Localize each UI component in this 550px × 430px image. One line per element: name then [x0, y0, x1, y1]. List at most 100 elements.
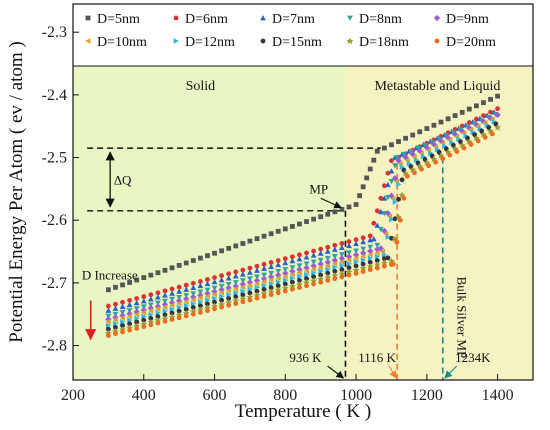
data-point-d15nm: [297, 278, 302, 283]
data-point-d8nm: [303, 261, 310, 267]
data-point-d6nm: [197, 278, 203, 284]
data-point-d5nm: [495, 93, 501, 99]
data-point-d20nm: [127, 327, 133, 333]
data-point-d15nm: [486, 125, 492, 130]
legend-entry: D=10nm: [97, 35, 147, 50]
data-point-d9nm: [324, 259, 331, 266]
data-point-d15nm: [360, 261, 366, 267]
data-point-d20nm: [447, 152, 453, 158]
data-point-d10nm: [225, 288, 232, 294]
legend-entry: D=12nm: [185, 35, 235, 50]
data-point-d5nm: [247, 238, 253, 244]
data-point-d9nm: [377, 245, 384, 252]
data-point-d12nm: [261, 282, 267, 289]
data-point-d20nm: [381, 263, 387, 269]
legend-marker: [347, 15, 353, 21]
data-point-d20nm: [311, 281, 317, 287]
data-point-d5nm: [162, 267, 168, 273]
data-point-d20nm: [105, 333, 111, 338]
data-point-d12nm: [282, 277, 289, 283]
data-point-d5nm: [183, 260, 189, 266]
data-point-d6nm: [120, 299, 125, 305]
region-liquid: [345, 66, 533, 380]
data-point-d15nm: [385, 255, 391, 261]
data-point-d5nm: [155, 270, 161, 276]
data-point-d15nm: [275, 283, 281, 289]
data-point-d6nm: [304, 250, 309, 256]
data-point-d20nm: [339, 274, 345, 280]
data-point-d9nm: [168, 299, 176, 306]
data-point-d5nm: [381, 145, 387, 151]
data-point-d20nm: [141, 324, 147, 330]
data-point-d12nm: [120, 318, 126, 325]
data-point-d20nm: [468, 142, 474, 147]
data-point-d20nm: [275, 290, 281, 296]
data-point-d15nm: [247, 290, 253, 296]
data-point-d20nm: [374, 265, 380, 271]
data-point-d5nm: [424, 126, 430, 131]
data-point-d12nm: [399, 164, 405, 170]
data-point-d12nm: [381, 251, 388, 258]
data-point-d15nm: [332, 268, 338, 274]
legend-entry: D=8nm: [359, 12, 402, 27]
data-point-d20nm: [304, 283, 309, 289]
data-point-d15nm: [127, 321, 133, 327]
data-point-d12nm: [183, 302, 190, 309]
data-point-d12nm: [477, 125, 483, 132]
data-point-d7nm: [211, 278, 218, 285]
x-axis-label: Temperature ( K ): [235, 401, 371, 422]
data-point-d5nm: [134, 277, 140, 283]
data-point-d10nm: [247, 282, 253, 289]
x-tick-label: 600: [203, 387, 227, 404]
x-tick-label: 1200: [411, 387, 443, 404]
data-point-d8nm: [324, 255, 331, 262]
data-point-d15nm: [268, 285, 274, 291]
data-point-d18nm: [373, 261, 381, 268]
data-point-d5nm: [371, 157, 377, 163]
data-point-d10nm: [140, 309, 147, 316]
data-point-d10nm: [360, 253, 366, 260]
data-point-d10nm: [239, 284, 246, 291]
data-point-d18nm: [359, 264, 367, 272]
data-point-d9nm: [105, 316, 112, 323]
data-point-d10nm: [147, 307, 154, 314]
data-point-d6nm: [481, 113, 486, 118]
data-point-d7nm: [268, 263, 275, 270]
temp-1116-arrow: [388, 365, 397, 379]
data-point-d20nm: [176, 315, 182, 321]
data-point-d7nm: [183, 286, 190, 292]
data-point-d20nm: [401, 195, 407, 201]
data-point-d6nm: [346, 239, 352, 244]
data-point-d7nm: [296, 256, 303, 262]
y-tick-label: -2.6: [42, 212, 67, 229]
data-point-d12nm: [385, 234, 391, 240]
data-point-d6nm: [254, 263, 260, 269]
data-point-d6nm: [183, 282, 189, 288]
data-point-d6nm: [332, 242, 338, 248]
data-point-d10nm: [324, 262, 331, 269]
data-point-d12nm: [190, 300, 197, 307]
x-tick-label: 400: [132, 387, 156, 404]
data-point-d5nm: [466, 106, 472, 112]
data-point-d15nm: [113, 325, 118, 330]
data-point-d5nm: [339, 207, 345, 212]
data-point-d15nm: [367, 259, 373, 265]
data-point-d12nm: [392, 199, 398, 205]
data-point-d10nm: [310, 266, 317, 273]
data-point-d20nm: [426, 163, 432, 169]
data-point-d20nm: [254, 295, 260, 301]
data-point-d5nm: [282, 226, 288, 232]
data-point-d15nm: [311, 274, 317, 280]
data-point-d8nm: [400, 152, 407, 158]
data-point-d20nm: [404, 173, 410, 179]
data-point-d7nm: [147, 296, 154, 302]
data-point-d7nm: [254, 267, 260, 273]
data-point-d7nm: [385, 181, 391, 188]
data-point-d5nm: [275, 228, 281, 234]
data-point-d7nm: [374, 222, 381, 228]
data-point-d20nm: [475, 138, 481, 144]
data-point-d10nm: [331, 260, 338, 267]
data-point-d12nm: [162, 308, 168, 314]
data-point-d7nm: [331, 246, 338, 252]
